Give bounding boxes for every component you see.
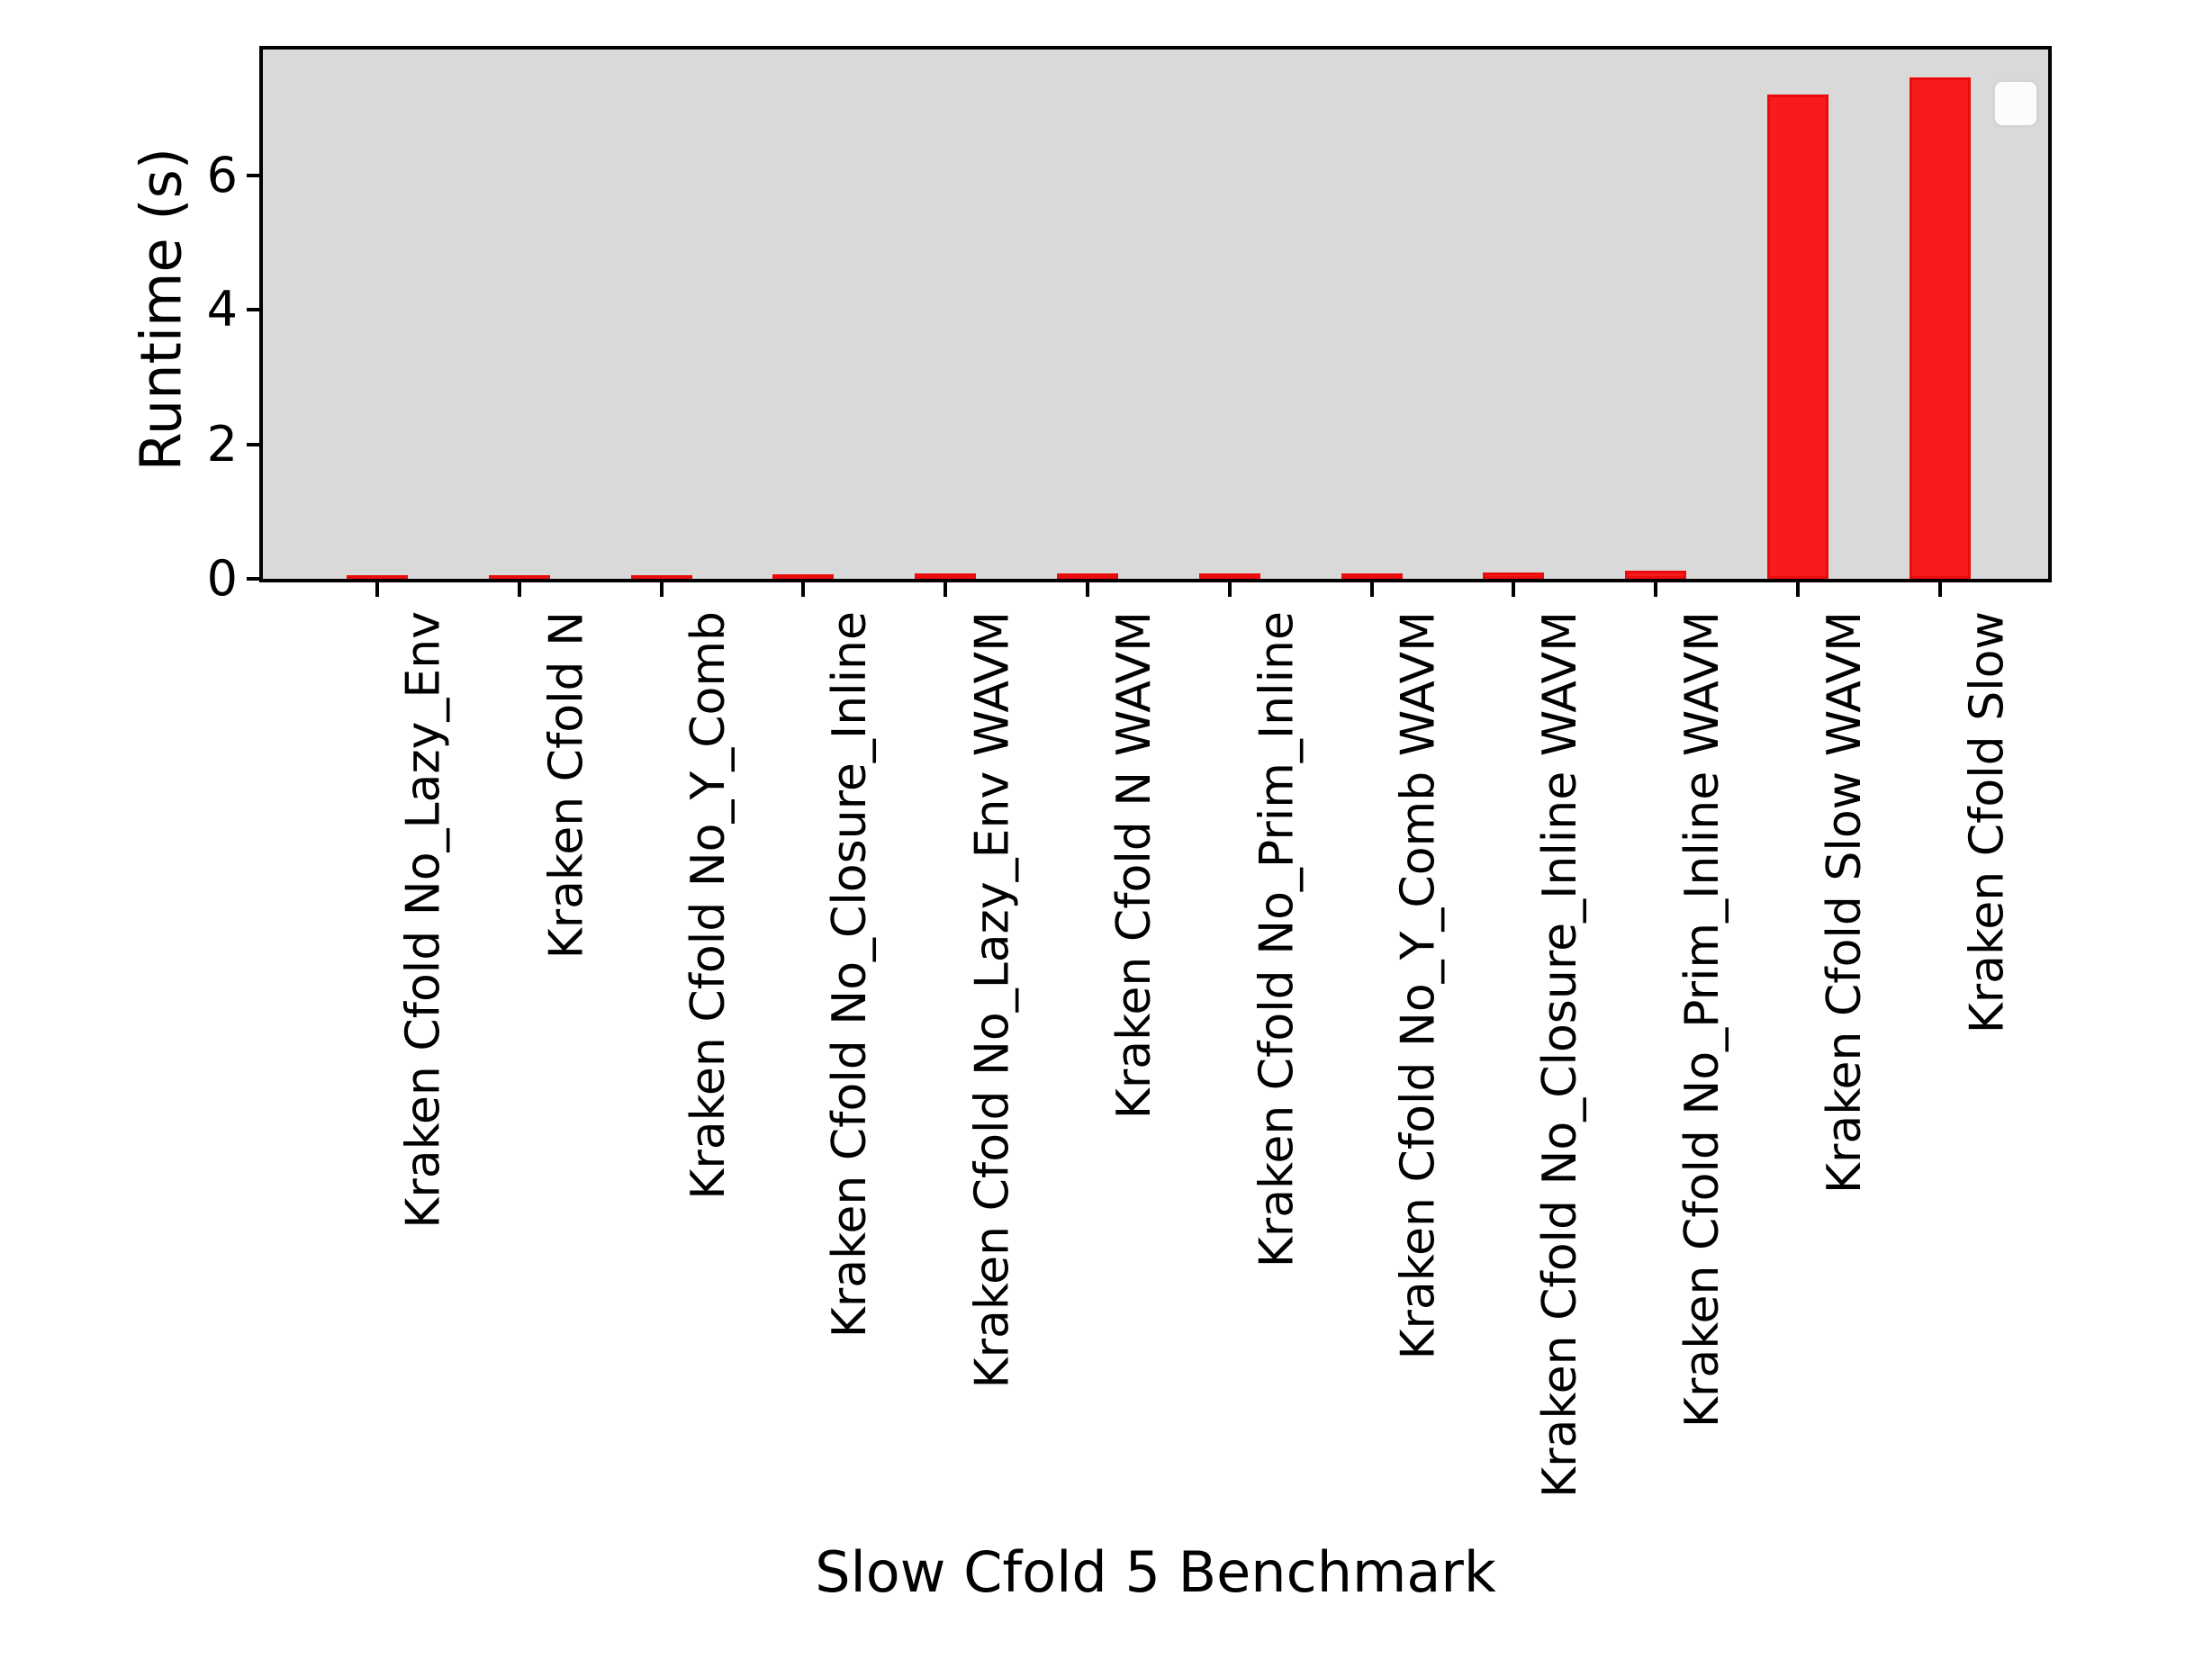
- bar: [1483, 573, 1544, 579]
- bar: [1910, 77, 1971, 579]
- x-tick-mark: [801, 581, 805, 597]
- bar: [1625, 571, 1686, 579]
- bar: [1767, 95, 1828, 579]
- x-tick-label: Kraken Cfold No_Prim_Inline: [1250, 611, 1304, 1268]
- x-tick-mark: [1512, 581, 1515, 597]
- x-tick-mark: [375, 581, 379, 597]
- bar: [1199, 573, 1260, 579]
- y-tick-mark: [247, 308, 263, 311]
- y-axis-title: Runtime (s): [128, 148, 194, 472]
- x-tick-label: Kraken Cfold No_Lazy_Env: [397, 611, 451, 1229]
- legend-box: [1992, 79, 2039, 128]
- x-tick-mark: [1796, 581, 1800, 597]
- x-axis-title: Slow Cfold 5 Benchmark: [815, 1539, 1496, 1605]
- x-tick-mark: [1228, 581, 1232, 597]
- x-tick-label: Kraken Cfold No_Y_Comb: [682, 611, 736, 1200]
- x-tick-label: Kraken Cfold No_Closure_Inline WAVM: [1533, 611, 1587, 1498]
- y-tick-mark: [247, 577, 263, 581]
- x-tick-label: Kraken Cfold N WAVM: [1107, 611, 1161, 1120]
- x-tick-mark: [518, 581, 521, 597]
- x-tick-mark: [1938, 581, 1942, 597]
- x-tick-label: Kraken Cfold N: [539, 611, 593, 960]
- y-tick-label: 2: [206, 416, 238, 473]
- bar: [915, 573, 976, 579]
- x-tick-mark: [1654, 581, 1657, 597]
- y-tick-label: 4: [206, 281, 238, 338]
- chart-plot-area: [263, 50, 2048, 579]
- y-tick-label: 0: [206, 550, 238, 607]
- y-tick-label: 6: [206, 147, 238, 203]
- y-tick-mark: [247, 443, 263, 446]
- bar: [1341, 573, 1403, 579]
- x-tick-label: Kraken Cfold No_Lazy_Env WAVM: [965, 611, 1019, 1389]
- x-tick-label: Kraken Cfold Slow: [1960, 611, 2014, 1034]
- x-tick-mark: [660, 581, 664, 597]
- bar: [772, 574, 834, 580]
- x-tick-label: Kraken Cfold No_Y_Comb WAVM: [1392, 611, 1446, 1360]
- y-tick-mark: [247, 174, 263, 177]
- bar: [1057, 573, 1118, 579]
- x-tick-label: Kraken Cfold No_Prim_Inline WAVM: [1675, 611, 1729, 1429]
- x-tick-label: Kraken Cfold Slow WAVM: [1818, 611, 1872, 1195]
- x-tick-mark: [1086, 581, 1089, 597]
- x-tick-label: Kraken Cfold No_Closure_Inline: [823, 611, 877, 1339]
- x-tick-mark: [943, 581, 947, 597]
- x-tick-mark: [1370, 581, 1374, 597]
